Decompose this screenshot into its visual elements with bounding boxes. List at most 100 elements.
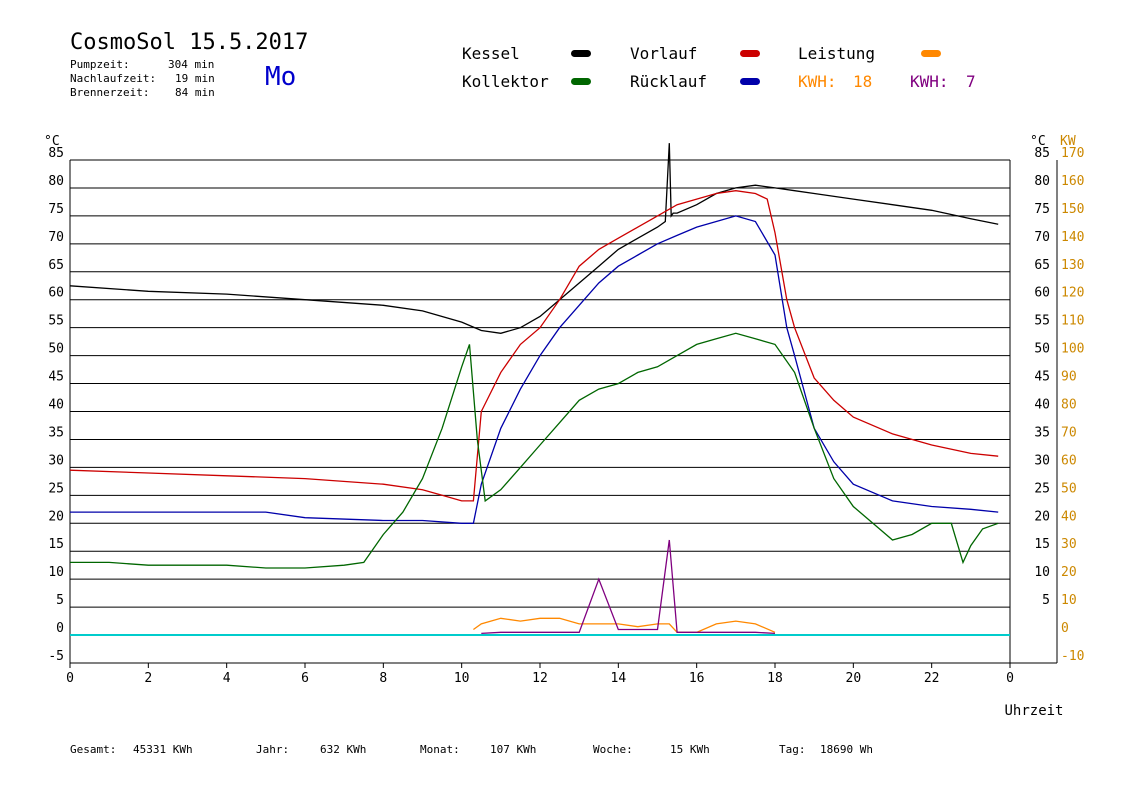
legend-kollektor-label: Kollektor	[462, 72, 549, 91]
kw-tick-label: 20	[1061, 565, 1077, 580]
footer-woche-label: Woche:	[593, 743, 633, 756]
kw-tick-label: 40	[1061, 509, 1077, 524]
x-tick-label: 16	[689, 671, 705, 686]
y-tick-label-right: 85	[1034, 146, 1050, 161]
y-tick-label-right: 55	[1034, 314, 1050, 329]
y-tick-label-left: 15	[48, 537, 64, 552]
y-tick-label-right: 40	[1034, 398, 1050, 413]
legend-kollektor-swatch	[571, 78, 591, 85]
y-tick-label-left: 0	[56, 621, 64, 636]
y-tick-label-right: 70	[1034, 230, 1050, 245]
y-tick-label-left: 25	[48, 481, 64, 496]
legend-vorlauf-swatch	[740, 50, 760, 57]
series-line-r-cklauf	[70, 215, 999, 524]
legend-kwh-purple-value: 7	[966, 72, 976, 91]
y-tick-label-right: 30	[1034, 453, 1050, 468]
grid-layer	[70, 159, 1010, 664]
kw-tick-label: 90	[1061, 370, 1077, 385]
y-tick-label-left: 45	[48, 370, 64, 385]
y-tick-label-right: 45	[1034, 370, 1050, 385]
x-axis-label: Uhrzeit	[1004, 703, 1063, 719]
y-tick-label-left: 50	[48, 342, 64, 357]
legend-kessel-label: Kessel	[462, 44, 520, 63]
y-unit-left: °C	[44, 134, 60, 149]
y-tick-label-right: 10	[1034, 565, 1050, 580]
series-layer	[69, 143, 1010, 637]
x-tick-label: 18	[767, 671, 783, 686]
stat-value-brennerzeit: 84 min	[175, 86, 215, 99]
kw-tick-label: -10	[1061, 649, 1084, 664]
footer-jahr-label: Jahr:	[256, 743, 290, 756]
kw-tick-label: 0	[1061, 621, 1069, 636]
footer-tag-label: Tag:	[779, 743, 806, 756]
label-layer: 8580757065605550454035302520151050-58580…	[44, 134, 1084, 719]
y-tick-label-right: 80	[1034, 174, 1050, 189]
legend-ruecklauf-label: Rücklauf	[630, 72, 708, 91]
stat-label-brennerzeit: Brennerzeit:	[70, 86, 150, 99]
footer-monat-label: Monat:	[420, 743, 460, 756]
y-tick-label-left: 5	[56, 593, 64, 608]
x-tick-label: 10	[454, 671, 470, 686]
y-tick-label-right: 15	[1034, 537, 1050, 552]
kw-unit: KW	[1060, 134, 1076, 149]
y-tick-label-right: 50	[1034, 342, 1050, 357]
kw-tick-label: 30	[1061, 537, 1077, 552]
footer-gesamt-label: Gesamt:	[70, 743, 117, 756]
kw-tick-label: 130	[1061, 258, 1084, 273]
kw-tick-label: 140	[1061, 230, 1084, 245]
y-tick-label-right: 25	[1034, 481, 1050, 496]
kw-tick-label: 60	[1061, 453, 1077, 468]
y-tick-label-left: 85	[48, 146, 64, 161]
footer-tag-value: 18690 Wh	[820, 743, 873, 756]
footer-jahr-value: 632 KWh	[320, 743, 367, 756]
stat-value-nachlaufzeit: 19 min	[175, 72, 215, 85]
footer-gesamt-value: 45331 KWh	[133, 743, 193, 756]
y-tick-label-right: 75	[1034, 202, 1050, 217]
series-line-kollektor	[70, 332, 999, 569]
legend-leistung-swatch	[921, 50, 941, 57]
x-tick-label: 6	[301, 671, 309, 686]
kw-tick-label: 150	[1061, 202, 1084, 217]
kw-tick-label: 120	[1061, 286, 1084, 301]
x-tick-label: 22	[924, 671, 940, 686]
y-tick-label-left: 55	[48, 314, 64, 329]
y-tick-label-left: 20	[48, 509, 64, 524]
axis-layer	[69, 160, 1058, 668]
y-tick-label-left: 65	[48, 258, 64, 273]
x-tick-label: 8	[379, 671, 387, 686]
stat-value-pumpzeit: 304 min	[168, 58, 215, 71]
x-tick-label: 20	[846, 671, 862, 686]
kw-tick-label: 80	[1061, 398, 1077, 413]
legend-kwh-purple-label: KWH:	[910, 72, 949, 91]
footer-monat-value: 107 KWh	[490, 743, 537, 756]
y-tick-label-left: 40	[48, 398, 64, 413]
y-tick-label-right: 35	[1034, 425, 1050, 440]
series-line-kwh-7	[481, 539, 776, 635]
series-line-leistung	[473, 617, 776, 633]
x-tick-label: 0	[66, 671, 74, 686]
y-tick-label-left: 70	[48, 230, 64, 245]
y-tick-label-right: 20	[1034, 509, 1050, 524]
y-tick-label-left: 60	[48, 286, 64, 301]
y-tick-label-right: 5	[1042, 593, 1050, 608]
legend-kessel-swatch	[571, 50, 591, 57]
kw-tick-label: 10	[1061, 593, 1077, 608]
legend-vorlauf-label: Vorlauf	[630, 44, 698, 63]
stat-label-pumpzeit: Pumpzeit:	[70, 58, 130, 71]
kw-tick-label: 100	[1061, 342, 1084, 357]
series-line-vorlauf	[69, 190, 999, 502]
weekday-label: Mo	[265, 62, 297, 92]
kw-tick-label: 110	[1061, 314, 1084, 329]
y-tick-label-left: 80	[48, 174, 64, 189]
y-tick-label-right: 60	[1034, 286, 1050, 301]
y-tick-label-right: 65	[1034, 258, 1050, 273]
legend-kwh-orange-value: 18	[853, 72, 873, 91]
x-tick-label: 14	[611, 671, 627, 686]
stat-label-nachlaufzeit: Nachlaufzeit:	[70, 72, 157, 85]
kw-tick-label: 70	[1061, 425, 1077, 440]
legend-kwh-orange-label: KWH:	[798, 72, 837, 91]
x-tick-label: 12	[532, 671, 548, 686]
legend-ruecklauf-swatch	[740, 78, 760, 85]
y-tick-label-left: 35	[48, 425, 64, 440]
chart-title: CosmoSol 15.5.2017	[70, 30, 309, 55]
